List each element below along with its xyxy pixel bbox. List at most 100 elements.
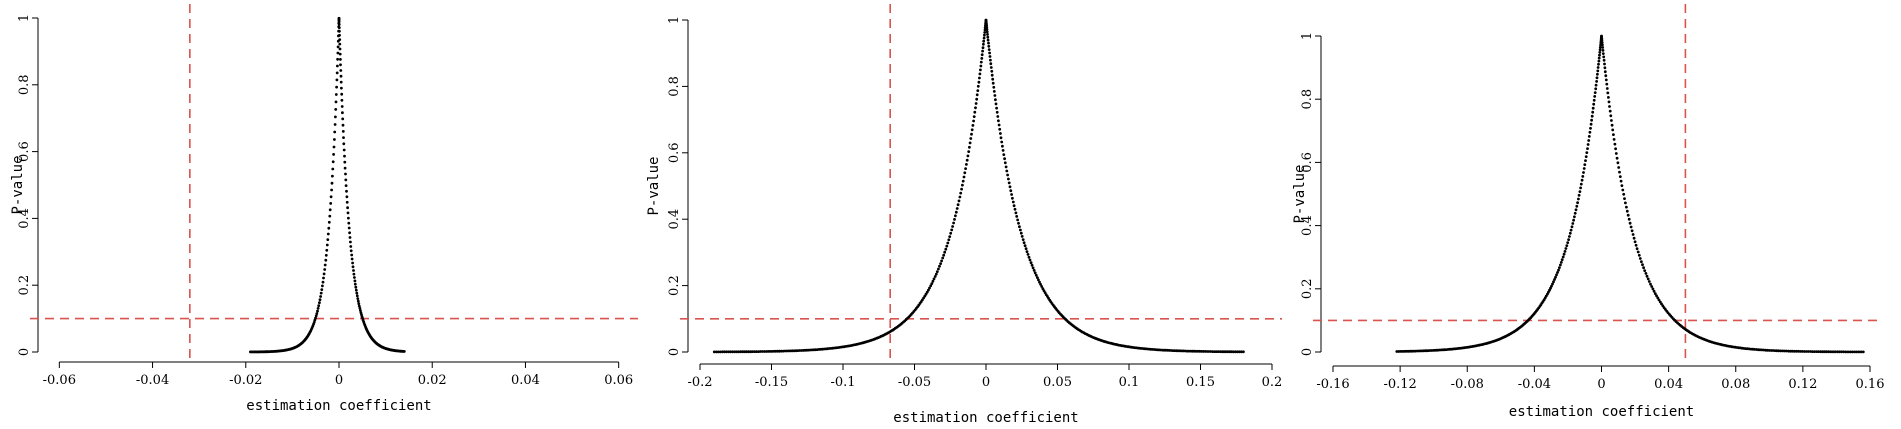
data-point: [1549, 286, 1552, 290]
data-point: [1597, 56, 1601, 60]
data-point: [1838, 350, 1841, 354]
data-point: [357, 304, 361, 308]
data-point: [1573, 211, 1577, 215]
data-point: [347, 216, 350, 220]
data-point: [1017, 221, 1020, 225]
data-point: [334, 100, 338, 104]
data-point: [1656, 296, 1660, 300]
data-point: [1604, 78, 1608, 82]
data-point: [1224, 350, 1228, 354]
chart-panel-1: 0 0.2 0.4 0.6 0.8 1 -0.06 -0.04 -0.02 0 0.02 0.04 0.…: [10, 4, 638, 414]
data-point: [324, 253, 328, 257]
data-point: [1576, 201, 1579, 205]
data-point: [1798, 350, 1802, 353]
data-point: [1570, 225, 1574, 229]
data-point: [980, 53, 984, 57]
data-point: [1621, 188, 1625, 192]
data-point: [340, 86, 343, 90]
data-point: [1590, 114, 1594, 118]
data-point: [942, 253, 946, 257]
data-point: [981, 46, 985, 50]
data-point: [354, 288, 358, 292]
data-point: [1037, 278, 1040, 282]
data-point: [338, 38, 342, 41]
data-point: [1790, 349, 1794, 353]
data-point: [1823, 350, 1826, 354]
x-tick-label: 0.08: [1721, 377, 1750, 392]
data-point: [324, 258, 328, 262]
data-point: [1236, 350, 1239, 354]
data-point: [1038, 280, 1041, 284]
data-point: [949, 231, 953, 235]
data-point: [755, 350, 758, 353]
data-point: [995, 110, 999, 114]
y-axis-title: P-value: [1292, 164, 1308, 223]
data-point: [1608, 105, 1611, 108]
data-point: [737, 350, 741, 354]
data-point: [344, 184, 348, 188]
data-point: [1240, 350, 1243, 354]
data-point: [340, 98, 344, 102]
data-point: [982, 42, 985, 46]
data-point: [985, 28, 989, 31]
data-point: [320, 288, 324, 291]
data-point: [953, 218, 956, 221]
x-tick-label: -0.15: [755, 375, 788, 390]
data-point: [986, 35, 990, 39]
data-point: [349, 240, 352, 244]
data-point: [987, 44, 991, 48]
data-point: [1618, 170, 1621, 174]
data-point: [1031, 266, 1035, 270]
data-point: [1034, 273, 1038, 277]
data-point: [341, 130, 345, 133]
y-tick-label: 1: [1300, 32, 1315, 40]
data-point: [751, 350, 754, 353]
data-point: [1605, 82, 1609, 86]
data-point: [993, 94, 997, 97]
data-point: [986, 33, 989, 36]
data-point: [1624, 201, 1627, 205]
data-point: [328, 208, 332, 212]
x-tick-label: -0.12: [1383, 377, 1416, 392]
data-point: [314, 314, 318, 318]
data-point: [1600, 41, 1604, 44]
data-point: [745, 350, 749, 354]
x-tick-label: -0.02: [229, 373, 262, 388]
data-point: [998, 127, 1002, 131]
data-point: [951, 225, 954, 228]
data-point: [337, 18, 341, 22]
data-point: [980, 57, 984, 60]
x-tick-label: 0.04: [511, 373, 540, 388]
data-point: [989, 58, 992, 62]
y-tick-label: 0.6: [667, 142, 682, 163]
data-point: [1558, 266, 1561, 269]
data-point: [344, 178, 348, 182]
x-tick-label: 0.16: [1856, 377, 1885, 392]
data-point: [1036, 276, 1039, 279]
data-point: [1629, 225, 1633, 229]
data-point: [957, 199, 961, 203]
data-point: [1559, 261, 1563, 264]
data-point: [1607, 100, 1611, 104]
data-point: [1577, 193, 1581, 197]
x-tick-label: -0.2: [687, 375, 712, 390]
data-point: [343, 160, 347, 164]
data-point: [1645, 274, 1649, 278]
data-point: [331, 167, 335, 171]
data-point: [1626, 213, 1630, 217]
data-point: [950, 228, 954, 232]
data-point: [349, 245, 353, 248]
data-point: [1853, 350, 1856, 354]
data-point: [987, 41, 990, 45]
data-point: [747, 350, 751, 354]
data-point: [723, 350, 726, 354]
data-point: [956, 203, 960, 207]
data-point: [1589, 126, 1592, 130]
x-tick-label: 0.2: [1262, 375, 1283, 390]
data-point: [1007, 181, 1011, 185]
data-point: [968, 145, 971, 149]
data-point: [1565, 244, 1569, 248]
data-point: [353, 276, 356, 279]
data-point: [972, 115, 976, 118]
